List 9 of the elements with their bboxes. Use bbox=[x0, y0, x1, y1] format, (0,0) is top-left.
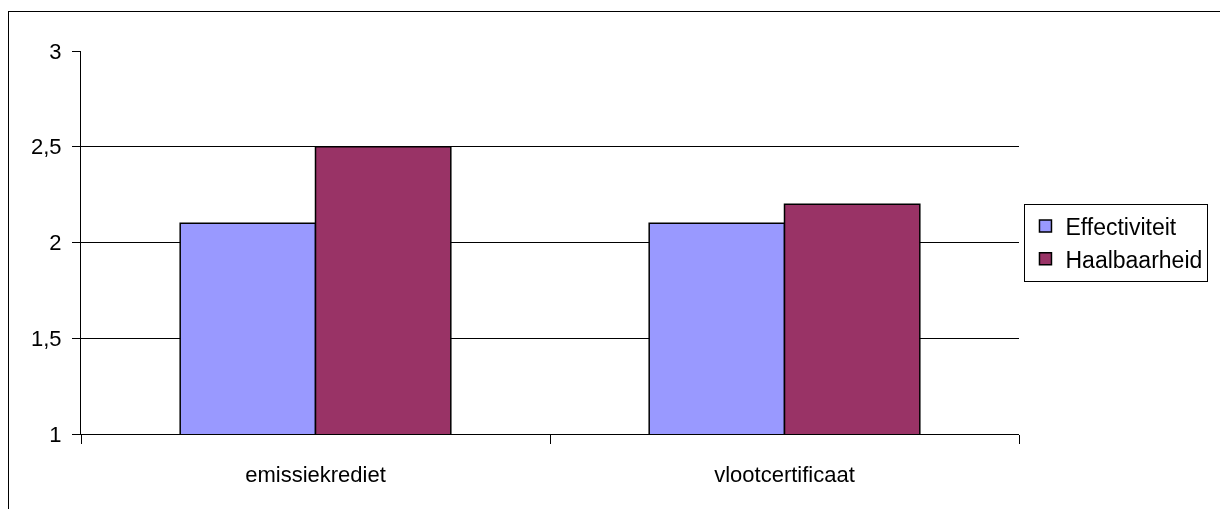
y-tick-label: 2,5 bbox=[31, 134, 62, 160]
legend-label: Effectiviteit bbox=[1065, 213, 1177, 240]
y-tick-label: 1,5 bbox=[31, 325, 62, 351]
y-tick-label: 3 bbox=[49, 38, 62, 64]
x-tick-label: emissiekrediet bbox=[245, 462, 386, 488]
legend-label: Haalbaarheid bbox=[1065, 246, 1203, 273]
x-tick-label: vlootcertificaat bbox=[714, 462, 855, 488]
y-tick-label: 2 bbox=[49, 230, 62, 256]
y-tick-label: 1 bbox=[49, 421, 62, 447]
